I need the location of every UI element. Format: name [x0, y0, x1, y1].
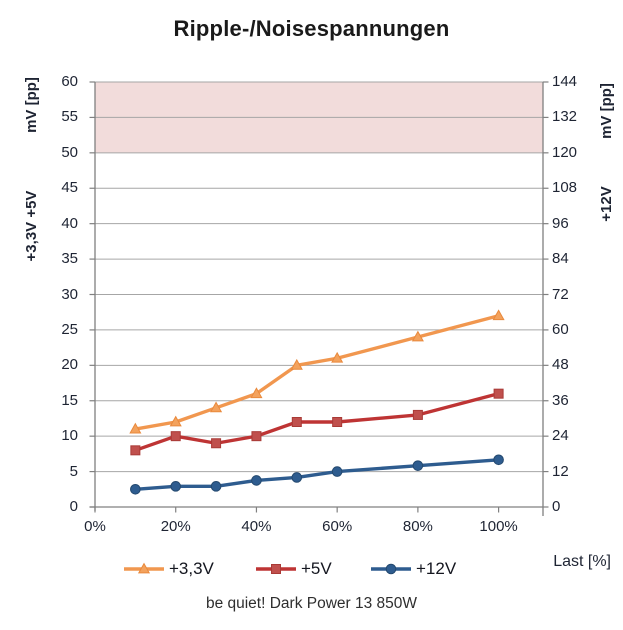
data-point-circle	[170, 481, 182, 492]
left-axis-tick: 5	[69, 462, 78, 480]
data-point-triangle	[210, 401, 223, 413]
data-point-square	[211, 438, 222, 449]
data-point-triangle	[411, 330, 424, 342]
data-point-square	[412, 409, 423, 420]
legend-marker-12v-icon	[371, 563, 411, 575]
left-axis-tick: 40	[61, 214, 78, 232]
psu-model-caption: be quiet! Dark Power 13 850W	[205, 595, 418, 612]
left-axis-tick: 45	[61, 179, 78, 197]
data-point-square	[170, 431, 181, 442]
right-axis-tick: 144	[552, 73, 578, 90]
right-axis-tick: 96	[552, 214, 569, 232]
right-axis-tick: 36	[552, 391, 569, 409]
right-axis-series-label: +12V	[598, 186, 615, 222]
x-axis-unit-label: Last [%]	[553, 553, 611, 570]
left-axis-tick: 0	[69, 498, 78, 515]
right-axis-tick: 60	[552, 320, 569, 338]
left-axis-tick: 35	[61, 250, 78, 268]
legend-marker-3v3-icon	[124, 562, 164, 574]
right-axis-tick: 132	[552, 108, 578, 126]
legend-item-5v: +5V	[255, 558, 332, 580]
left-axis-tick: 30	[61, 285, 78, 303]
legend-label-3v3: +3,3V	[169, 559, 214, 578]
series-line-+12V	[133, 458, 501, 491]
x-axis-tick: 60%	[322, 518, 353, 535]
data-point-square	[291, 417, 302, 427]
data-point-square	[332, 417, 343, 427]
left-axis-tick: 60	[61, 73, 78, 90]
data-point-triangle	[290, 358, 303, 370]
left-axis-tick: 25	[61, 320, 78, 338]
right-axis-tick: 24	[552, 427, 569, 445]
right-axis-tick: 12	[552, 462, 569, 480]
left-axis-tick: 50	[61, 143, 78, 161]
x-axis-tick: 100%	[479, 518, 518, 535]
legend-label-5v: +5V	[301, 559, 332, 578]
data-point-triangle	[129, 422, 142, 434]
legend-label-12v: +12V	[416, 559, 457, 578]
x-axis-tick: 80%	[402, 518, 433, 535]
right-axis-tick: 108	[552, 179, 578, 197]
left-axis-tick: 55	[61, 108, 78, 126]
data-point-triangle	[331, 351, 344, 363]
x-axis-tick: 40%	[241, 518, 272, 535]
data-point-circle	[291, 472, 303, 483]
data-point-circle	[210, 481, 222, 492]
series-line-+5V	[133, 391, 501, 453]
data-point-triangle	[492, 309, 505, 321]
legend-marker-glyph	[271, 564, 281, 574]
legend-marker-glyph	[385, 563, 397, 575]
right-axis-tick: 0	[552, 498, 561, 515]
data-point-triangle	[169, 415, 182, 427]
data-point-square	[493, 388, 504, 399]
legend-marker-5v-icon	[256, 564, 296, 574]
data-point-square	[130, 445, 141, 456]
data-point-square	[251, 431, 262, 442]
x-axis-tick: 20%	[160, 518, 191, 535]
right-axis-tick: 48	[552, 356, 569, 374]
data-point-circle	[493, 454, 504, 466]
series-line-+3,3V	[133, 314, 501, 431]
right-axis-tick: 84	[552, 250, 569, 268]
left-axis-tick: 20	[61, 356, 78, 374]
data-point-triangle	[250, 387, 263, 399]
right-axis-tick: 120	[552, 143, 578, 161]
left-axis-series-label: +3,3V +5V	[23, 190, 40, 262]
left-axis-tick: 15	[61, 391, 78, 409]
x-axis-tick: 0%	[84, 518, 106, 535]
data-point-circle	[130, 483, 141, 495]
left-axis-tick: 10	[61, 427, 78, 445]
legend-item-3v3: +3,3V	[123, 558, 214, 580]
data-point-circle	[331, 466, 343, 477]
data-point-circle	[412, 460, 424, 471]
chart-title: Ripple-/Noisespannungen	[173, 16, 450, 41]
legend-marker-glyph	[137, 562, 151, 574]
data-point-circle	[251, 475, 262, 486]
right-axis-tick: 72	[552, 285, 569, 303]
legend-item-12v: +12V	[370, 558, 456, 580]
